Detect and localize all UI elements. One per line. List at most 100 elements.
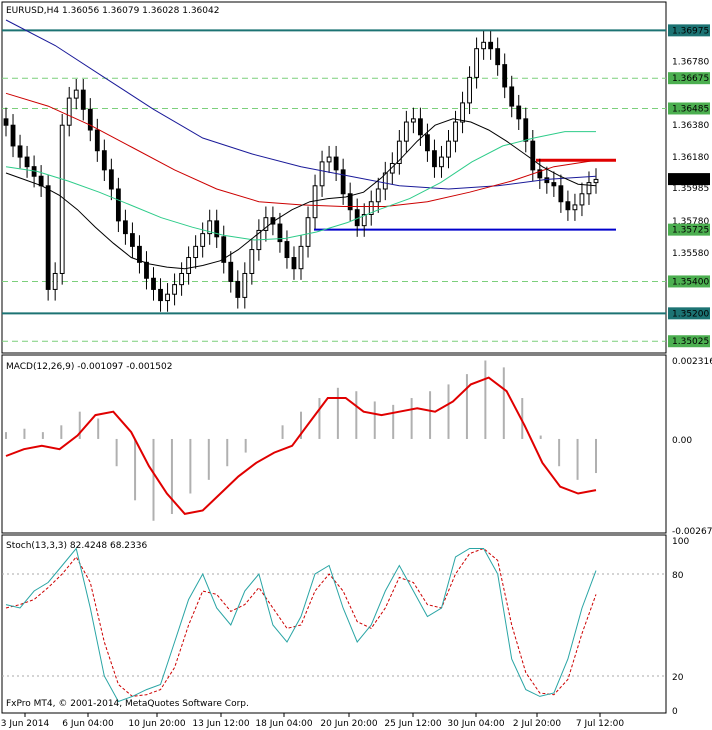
- candle-body-63: [446, 140, 451, 158]
- stoch-axis-label-1: 80: [672, 571, 684, 581]
- candle-body-0: [3, 118, 9, 126]
- candle-body-16: [115, 188, 121, 222]
- ohlc-values: 1.36056 1.36079 1.36028 1.36042: [62, 6, 219, 16]
- stoch-axis-label-2: 20: [672, 673, 684, 683]
- candle-body-44: [312, 185, 318, 219]
- candle-body-14: [101, 150, 107, 171]
- candle-body-32: [228, 261, 234, 282]
- candle-body-49: [347, 193, 353, 211]
- ma-red-line: [5, 92, 597, 207]
- price-label-bg-0: [668, 24, 710, 37]
- price-label-10: 1.35400: [672, 277, 709, 287]
- stoch-main-line: [5, 547, 597, 703]
- price-label-3: 1.36485: [672, 104, 709, 114]
- candle-body-35: [249, 249, 255, 274]
- candle-body-53: [375, 188, 381, 203]
- ma-blue-line: [5, 19, 597, 190]
- stoch-panel-frame: [1, 534, 667, 714]
- candle-body-84: [593, 178, 599, 184]
- candle-body-59: [417, 118, 423, 136]
- candle-body-12: [87, 108, 93, 131]
- candle-body-17: [122, 220, 128, 235]
- candle-body-10: [73, 89, 79, 99]
- macd-layer: [5, 360, 597, 521]
- candle-body-5: [38, 175, 44, 187]
- candle-body-67: [474, 48, 480, 78]
- candle-body-78: [551, 182, 557, 187]
- macd-axis-label-0: 0.002316: [672, 357, 712, 367]
- candle-body-9: [66, 97, 72, 126]
- candle-body-70: [495, 48, 501, 66]
- price-label-bg-2: [668, 72, 710, 85]
- macd-axis-label-1: 0.00: [672, 436, 692, 446]
- stoch-title: Stoch(13,3,3) 82.4248 68.2336: [6, 541, 147, 551]
- candle-body-30: [214, 220, 220, 238]
- candle-body-20: [144, 261, 149, 279]
- candle-body-62: [439, 156, 444, 168]
- candle-body-81: [572, 204, 578, 211]
- price-label-bg-8: [668, 223, 710, 236]
- candle-body-21: [151, 277, 156, 290]
- candle-body-47: [333, 156, 339, 171]
- price-label-8: 1.35725: [672, 226, 709, 236]
- price-label-5: 1.36180: [672, 153, 709, 163]
- candle-body-48: [340, 169, 346, 195]
- stoch-signal-line: [5, 547, 597, 697]
- candle-body-72: [509, 86, 515, 107]
- candle-body-13: [94, 129, 100, 152]
- price-label-6: 1.35985: [672, 184, 709, 194]
- time-label-1: 6 Jun 04:00: [62, 719, 114, 729]
- candle-body-19: [137, 245, 142, 263]
- axis-layer: 1.36975 1.36780 1.36675 1.36485 1.36380 1.361…: [1, 24, 712, 729]
- candle-body-51: [361, 213, 367, 227]
- candle-body-61: [432, 150, 437, 168]
- time-label-6: 25 Jun 12:00: [384, 719, 441, 729]
- candle-body-2: [17, 145, 23, 158]
- stoch-axis-label-0: 100: [672, 537, 689, 547]
- ma-fast-line: [5, 118, 597, 270]
- candle-body-82: [579, 193, 585, 206]
- candle-body-69: [488, 41, 494, 50]
- macd-title: MACD(12,26,9) -0.001097 -0.001502: [6, 362, 172, 372]
- price-label-bg-10: [668, 275, 710, 288]
- candle-body-74: [523, 118, 529, 142]
- candle-body-25: [179, 272, 185, 286]
- candle-body-1: [10, 124, 16, 147]
- candle-body-52: [368, 201, 374, 215]
- candle-body-76: [537, 169, 543, 179]
- stoch-layer: [2, 547, 666, 703]
- ma-green-line: [5, 131, 596, 241]
- price-label-1: 1.36780: [672, 57, 709, 67]
- price-label-bg-11: [668, 307, 710, 320]
- candle-body-27: [193, 245, 199, 259]
- time-label-0: 3 Jun 2014: [1, 719, 50, 729]
- candle-body-60: [425, 134, 430, 152]
- candle-body-24: [172, 284, 177, 295]
- candle-body-26: [186, 257, 192, 274]
- macd-signal-line: [5, 376, 597, 515]
- time-label-7: 30 Jun 04:00: [447, 719, 504, 729]
- price-label-bg-3: [668, 102, 710, 115]
- candle-body-31: [221, 236, 227, 263]
- candle-body-73: [516, 105, 522, 120]
- price-label-4: 1.36380: [672, 121, 709, 131]
- price-label-11: 1.35200: [672, 309, 709, 319]
- candle-body-83: [586, 182, 592, 195]
- candle-body-54: [382, 172, 388, 190]
- price-label-0: 1.36975: [672, 26, 709, 36]
- candle-body-66: [467, 76, 472, 104]
- time-label-5: 20 Jun 20:00: [320, 719, 377, 729]
- candle-body-58: [410, 118, 416, 123]
- time-label-9: 7 Jul 12:00: [576, 719, 625, 729]
- candle-body-57: [403, 121, 409, 142]
- candle-body-46: [326, 156, 332, 163]
- candle-body-29: [207, 220, 213, 235]
- price-label-9: 1.35580: [672, 249, 709, 259]
- candle-body-77: [544, 177, 550, 184]
- candle-body-55: [389, 162, 395, 174]
- candle-body-22: [158, 288, 163, 302]
- candle-body-3: [24, 156, 30, 168]
